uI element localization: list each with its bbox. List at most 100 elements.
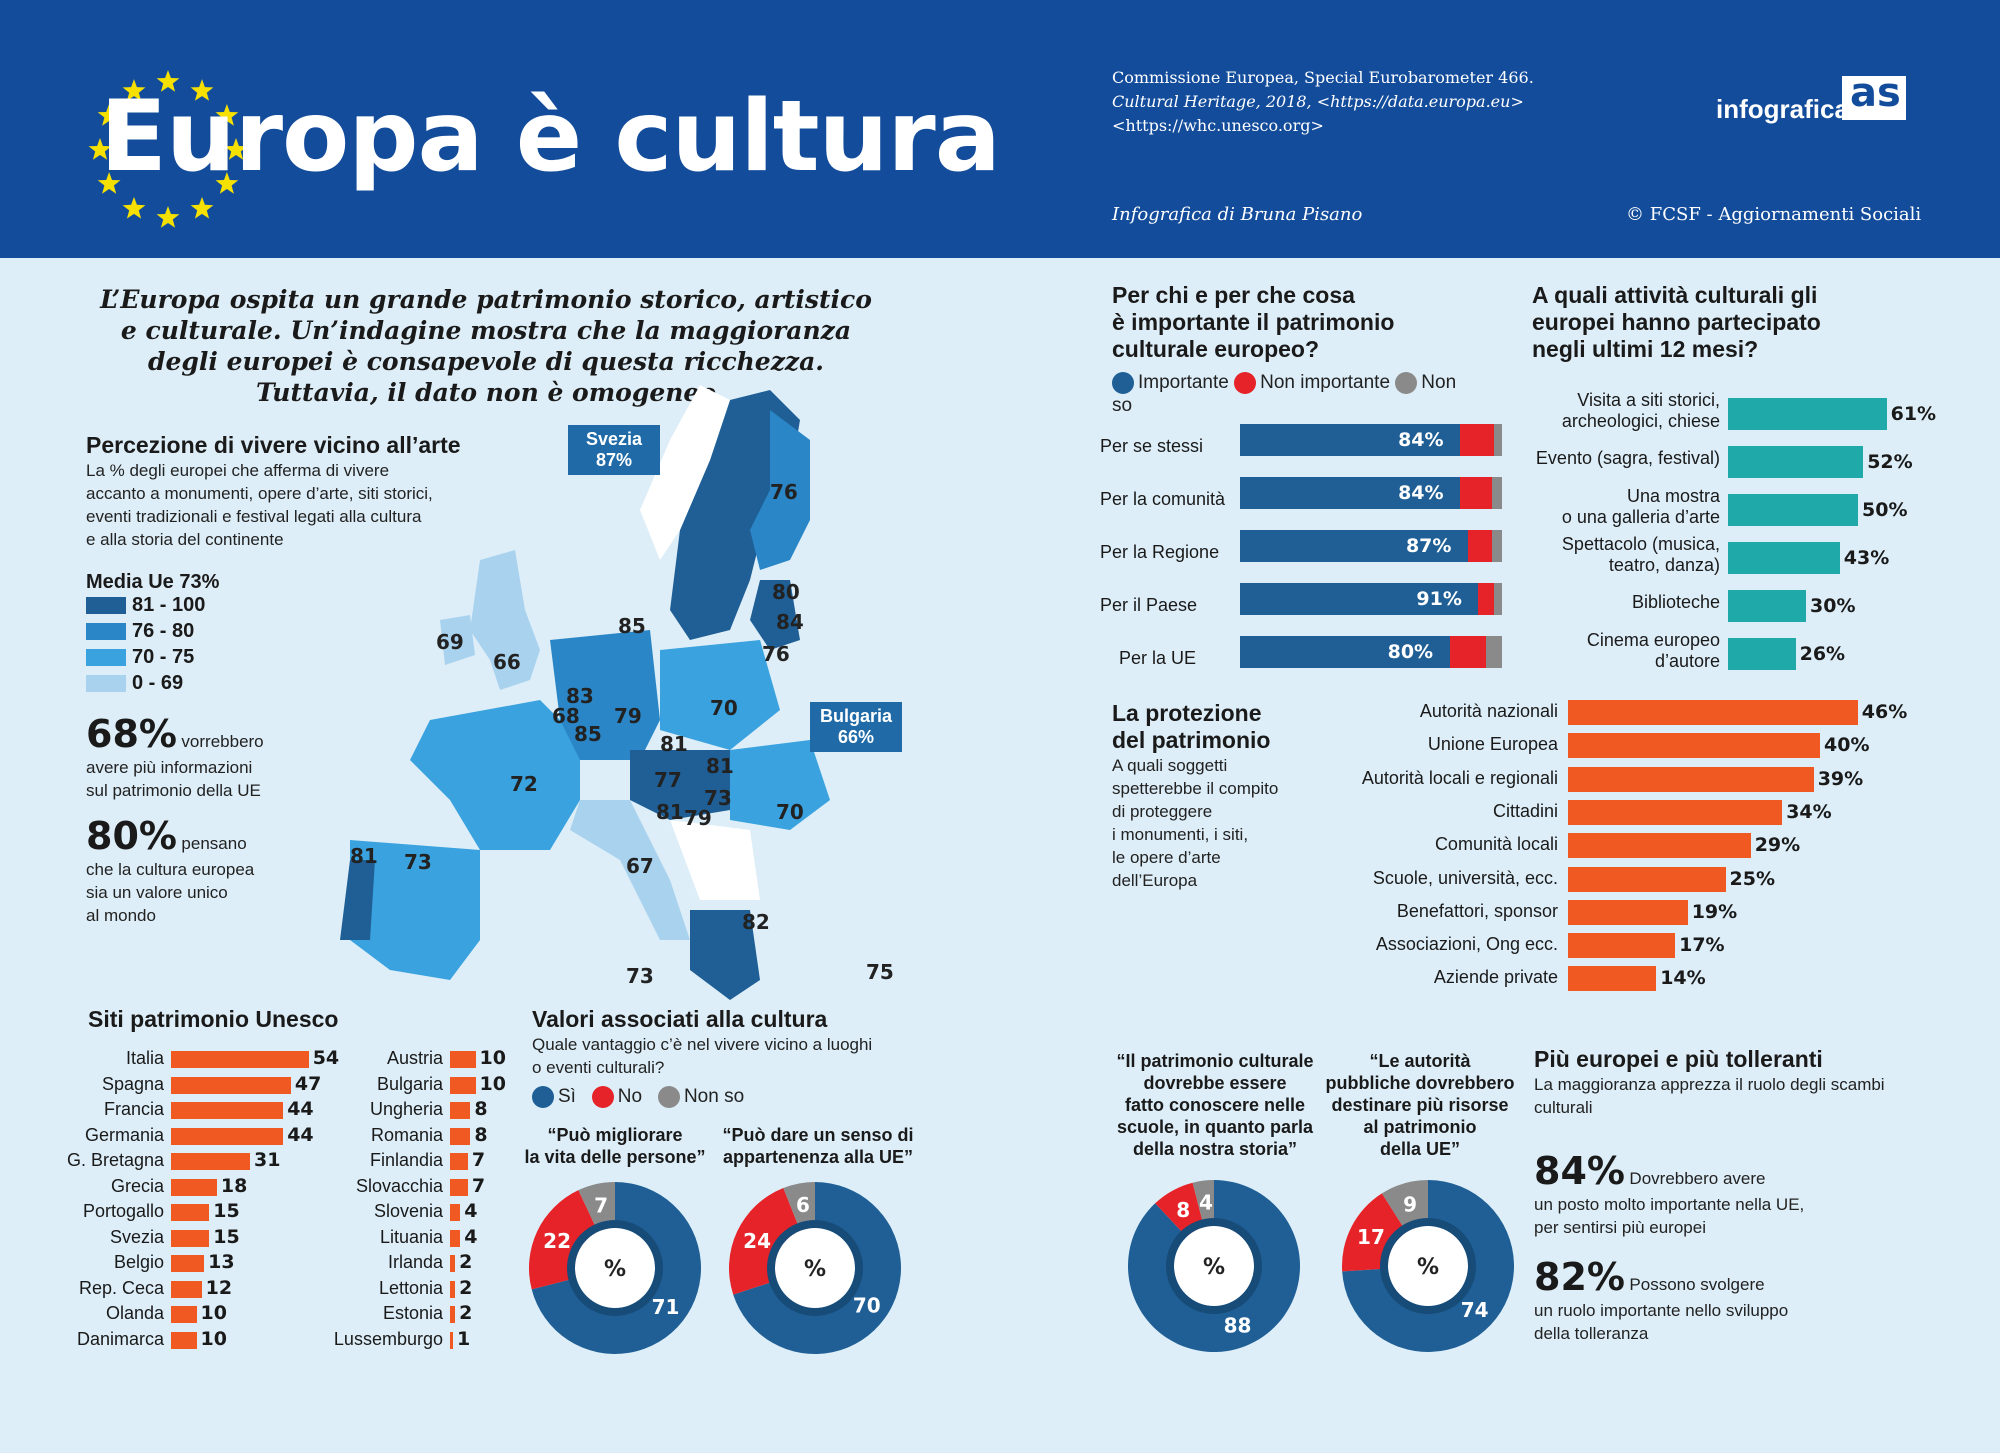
importance-bar-ns: [1494, 424, 1502, 456]
perception-section: Percezione di vivere vicino all’arte La …: [86, 432, 546, 927]
protection-label: Scuole, università, ecc.: [1372, 867, 1558, 888]
legend-label: 76 - 80: [132, 620, 195, 642]
activity-label: Spettacolo (musica, teatro, danza): [1561, 534, 1720, 575]
unesco-value: 44: [287, 1123, 314, 1146]
map-baltics: [750, 580, 800, 650]
map-finland: [750, 410, 810, 570]
unesco-bar: [171, 1051, 309, 1068]
perception-desc: La % degli europei che afferma di vivere…: [86, 461, 433, 549]
donut-risorse: 74 17 9%: [1342, 1180, 1514, 1352]
donut-yes: [1342, 1180, 1514, 1352]
importance-value: 91%: [1416, 588, 1462, 610]
activity-bar: [1728, 446, 1864, 478]
unesco-bar: [171, 1127, 284, 1145]
stat-84: 84% Dovrebbero avere un posto molto impo…: [1534, 1149, 1805, 1237]
stat-more-info: 68% vorrebbero avere più informazioni su…: [86, 712, 264, 800]
activity-bar: [1728, 590, 1806, 622]
map-norway: [640, 385, 730, 560]
unesco-value: 10: [479, 1047, 506, 1069]
donut-hole: [575, 1228, 655, 1308]
activity-value: 43%: [1843, 547, 1890, 569]
unesco-value: 15: [213, 1200, 240, 1222]
unesco-country: Ungheria: [369, 1099, 443, 1119]
unesco-value: 31: [254, 1149, 281, 1171]
eu-star-icon: [97, 172, 121, 194]
eu-star-icon: [122, 196, 146, 219]
donut-no-label: 17: [1357, 1225, 1385, 1249]
donut-yes-label: 71: [652, 1295, 680, 1319]
unesco-country: Estonia: [382, 1303, 443, 1323]
map-central: [630, 750, 730, 820]
unesco-country: Portogallo: [82, 1201, 164, 1221]
donut-hole: [775, 1228, 855, 1308]
map-spain: [350, 840, 480, 980]
activity-value: 26%: [1799, 643, 1846, 665]
donut-yes: [531, 1182, 701, 1354]
importance-section: Per chi e per che cosa è importante il pa…: [1112, 282, 1472, 417]
unesco-bar: [450, 1204, 461, 1221]
valori-legend: Sì No Non so: [532, 1085, 932, 1108]
activities-title: A quali attività culturali gli europei ha…: [1532, 282, 1821, 362]
unesco-country: Lettonia: [378, 1277, 443, 1298]
map-france: [410, 700, 580, 850]
protection-bar: [1568, 766, 1814, 792]
unesco-country: Bulgaria: [376, 1073, 443, 1094]
eu-star-icon: [97, 104, 121, 126]
donut-ring: [1166, 1218, 1262, 1314]
legend-row: 76 - 80: [86, 620, 546, 646]
donut-scuole: 888 4%: [1128, 1180, 1300, 1352]
unesco-value: 2: [459, 1276, 473, 1299]
unesco-value: 10: [200, 1302, 227, 1324]
importance-bar-ns: [1494, 583, 1502, 615]
protection-label: Unione Europea: [1427, 734, 1558, 755]
unesco-value: 10: [479, 1072, 506, 1095]
protection-value: 34%: [1786, 800, 1832, 823]
unesco-bar: [171, 1280, 202, 1298]
donut-ring: [767, 1220, 863, 1316]
importance-bar-no: [1449, 636, 1487, 668]
eu-star-icon: [156, 206, 180, 228]
donut-yes-label: 74: [1461, 1298, 1489, 1322]
activity-label: Evento (sagra, festival): [1535, 448, 1720, 468]
unesco-bar: [450, 1229, 461, 1247]
importance-label: Per se stessi: [1100, 436, 1204, 456]
activity-value: 30%: [1810, 595, 1856, 617]
unesco-bar: [450, 1331, 453, 1349]
unesco-bar: [450, 1076, 476, 1094]
legend-swatch: [86, 623, 126, 641]
unesco-country: Belgio: [113, 1252, 164, 1272]
unesco-country: G. Bretagna: [66, 1150, 164, 1170]
map-poland: [660, 640, 780, 750]
europe-map: 76 80 84 76 85 69 66 83 68 85 79 70 81 8…: [330, 380, 930, 1020]
unesco-value: 2: [459, 1251, 473, 1273]
importance-bar-yes: [1240, 583, 1479, 615]
protection-label: Autorità nazionali: [1419, 701, 1558, 721]
unesco-country: Grecia: [110, 1175, 164, 1196]
donut-ns-label: 6: [796, 1193, 810, 1217]
donut-ns: [783, 1182, 815, 1231]
activity-label: Visita a siti storici, archeologici, chie…: [1561, 390, 1720, 431]
importance-bar-ns: [1486, 636, 1502, 668]
unesco-country: Austria: [386, 1048, 443, 1068]
source-line-1: Commissione Europea, Special Eurobaromet…: [1112, 68, 1534, 87]
activity-label: Una mostra o una galleria d’arte: [1561, 486, 1720, 527]
unesco-country: Romania: [370, 1124, 443, 1145]
unesco-value: 13: [208, 1251, 235, 1273]
unesco-value: 10: [200, 1327, 227, 1350]
logo-text: infografica: [1716, 94, 1849, 124]
donut-no-label: 24: [743, 1229, 771, 1253]
unesco-bar: [171, 1331, 197, 1349]
eu-star-icon: [190, 196, 214, 219]
unesco-value: 47: [294, 1072, 322, 1095]
importance-value: 80%: [1387, 641, 1434, 663]
map-germany: [550, 630, 660, 760]
copyright: © FCSF - Aggiornamenti Sociali: [1626, 204, 1922, 225]
legend-label: 0 - 69: [132, 672, 184, 694]
protection-label: Associazioni, Ong ecc.: [1375, 934, 1558, 955]
legend-row: 81 - 100: [86, 594, 546, 620]
legend-swatch: [86, 597, 126, 615]
map-legend: 81 - 100 76 - 80 70 - 75 0 - 69: [86, 594, 546, 698]
importance-bar-no: [1467, 530, 1492, 562]
importance-bar-yes: [1240, 424, 1461, 456]
donut-no: [529, 1190, 598, 1290]
